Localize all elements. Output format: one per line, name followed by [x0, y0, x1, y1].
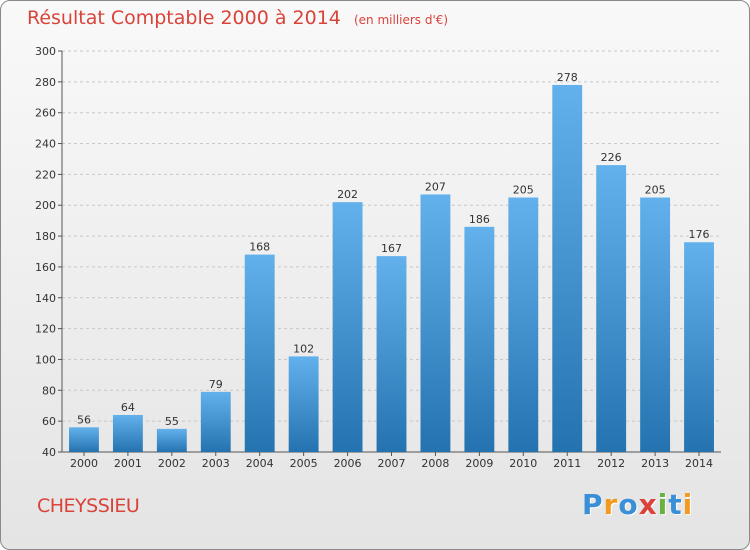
- data-label: 176: [689, 228, 710, 241]
- title-row: Résultat Comptable 2000 à 2014 (en milli…: [27, 7, 448, 29]
- y-tick-label: 200: [35, 199, 56, 212]
- logo-letter: P: [582, 488, 604, 521]
- x-tick-label: 2009: [465, 457, 493, 470]
- x-tick-label: 2001: [114, 457, 142, 470]
- x-tick-label: 2012: [597, 457, 625, 470]
- bar: [420, 194, 451, 452]
- x-tick-label: 2004: [246, 457, 274, 470]
- grid-lines: [62, 50, 721, 453]
- bar: [288, 356, 319, 452]
- x-tick-label: 2010: [509, 457, 537, 470]
- data-label: 64: [121, 401, 135, 414]
- data-label: 102: [293, 342, 314, 355]
- data-label: 79: [209, 378, 223, 391]
- labels: 40 60 80 100 120 140 160 180 200 220 240 260 280 300 5…: [35, 45, 713, 470]
- y-tick-label: 300: [35, 45, 56, 58]
- logo-letter: i: [657, 488, 669, 521]
- chart-title: Résultat Comptable 2000 à 2014: [27, 7, 341, 29]
- data-label: 278: [557, 71, 578, 84]
- bar: [332, 202, 363, 452]
- bar: [69, 427, 99, 452]
- bar: [200, 391, 231, 452]
- x-tick-label: 2002: [158, 457, 186, 470]
- x-tick-label: 2011: [553, 457, 581, 470]
- logo-letter: o: [618, 488, 639, 521]
- data-label: 186: [469, 213, 490, 226]
- commune-name: CHEYSSIEU: [37, 495, 140, 517]
- bar: [376, 256, 407, 452]
- data-label: 226: [601, 151, 622, 164]
- proxiti-logo: Proxiti: [582, 488, 693, 521]
- logo-letter: t: [668, 488, 683, 521]
- y-tick-label: 100: [35, 353, 56, 366]
- data-label: 56: [77, 413, 91, 426]
- y-tick-label: 140: [35, 292, 56, 305]
- logo-letter: x: [638, 488, 658, 521]
- x-tick-label: 2008: [421, 457, 449, 470]
- data-label: 202: [337, 188, 358, 201]
- x-tick-label: 2007: [378, 457, 406, 470]
- logo-letter: r: [603, 488, 619, 521]
- bar: [244, 254, 275, 452]
- logo-letter: i: [682, 488, 694, 521]
- bar: [464, 226, 495, 452]
- y-tick-label: 60: [42, 415, 56, 428]
- bar: [684, 242, 714, 452]
- y-tick-label: 240: [35, 138, 56, 151]
- bar: [156, 428, 187, 452]
- data-label: 55: [165, 415, 179, 428]
- bar: [596, 165, 627, 452]
- y-tick-label: 120: [35, 323, 56, 336]
- y-tick-label: 280: [35, 76, 56, 89]
- y-tick-label: 180: [35, 230, 56, 243]
- y-tick-label: 80: [42, 384, 56, 397]
- x-tick-label: 2005: [290, 457, 318, 470]
- x-tick-label: 2003: [202, 457, 230, 470]
- data-label: 205: [513, 184, 534, 197]
- x-tick-label: 2006: [334, 457, 362, 470]
- y-tick-label: 260: [35, 107, 56, 120]
- data-label: 168: [249, 241, 270, 254]
- y-tick-label: 160: [35, 261, 56, 274]
- y-tick-label: 40: [42, 446, 56, 459]
- data-label: 167: [381, 242, 402, 255]
- y-tick-label: 220: [35, 168, 56, 181]
- chart-subtitle: (en milliers d'€): [353, 13, 449, 27]
- data-label: 207: [425, 180, 446, 193]
- bar: [112, 414, 143, 452]
- x-tick-label: 2013: [641, 457, 669, 470]
- data-label: 205: [645, 184, 666, 197]
- x-tick-label: 2000: [70, 457, 98, 470]
- bar: [508, 197, 539, 452]
- bar: [552, 84, 583, 452]
- x-tick-label: 2014: [685, 457, 713, 470]
- bars: [69, 84, 714, 452]
- bar: [640, 197, 671, 452]
